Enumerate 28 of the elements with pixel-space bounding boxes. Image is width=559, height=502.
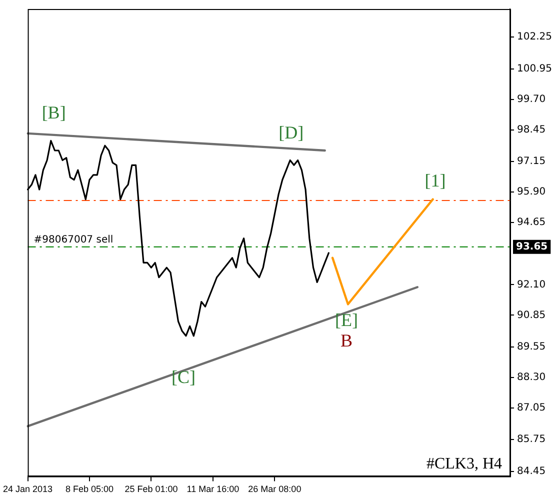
x-tick-label: 26 Mar 08:00 — [248, 484, 302, 494]
ref-line-label: #98067007 sell — [34, 234, 114, 246]
y-tick-label: 84.45 — [517, 466, 546, 477]
y-tick-label: 90.85 — [517, 310, 546, 321]
annotation: [D] — [278, 122, 304, 142]
y-tick-label: 88.30 — [517, 372, 546, 383]
y-tick-label: 99.70 — [517, 94, 546, 105]
y-tick-label: 102.25 — [517, 32, 552, 43]
annotation: [B] — [42, 102, 66, 122]
y-tick-label: 85.75 — [517, 434, 546, 446]
y-tick-label: 94.65 — [517, 217, 546, 228]
annotation: [C] — [172, 366, 196, 387]
x-tick-label: 8 Feb 05:00 — [65, 484, 114, 494]
annotation: #CLK3, H4 — [426, 455, 502, 472]
y-tick-label: 95.90 — [517, 186, 546, 198]
annotation: 93.65 — [516, 241, 548, 252]
annotation: [E] — [335, 310, 358, 330]
y-tick-label: 100.95 — [517, 63, 552, 74]
y-tick-label: 98.45 — [517, 124, 546, 136]
x-tick-label: 25 Feb 01:00 — [124, 484, 178, 494]
y-tick-label: 89.55 — [517, 341, 546, 352]
y-tick-label: 92.10 — [517, 279, 546, 290]
y-tick-label: 87.05 — [517, 402, 546, 414]
annotation: [1] — [424, 170, 446, 191]
y-tick-label: 97.15 — [517, 156, 546, 168]
annotation: B — [340, 330, 353, 350]
x-tick-label: 11 Mar 16:00 — [186, 484, 240, 494]
x-tick-label: 24 Jan 2013 — [3, 484, 53, 494]
